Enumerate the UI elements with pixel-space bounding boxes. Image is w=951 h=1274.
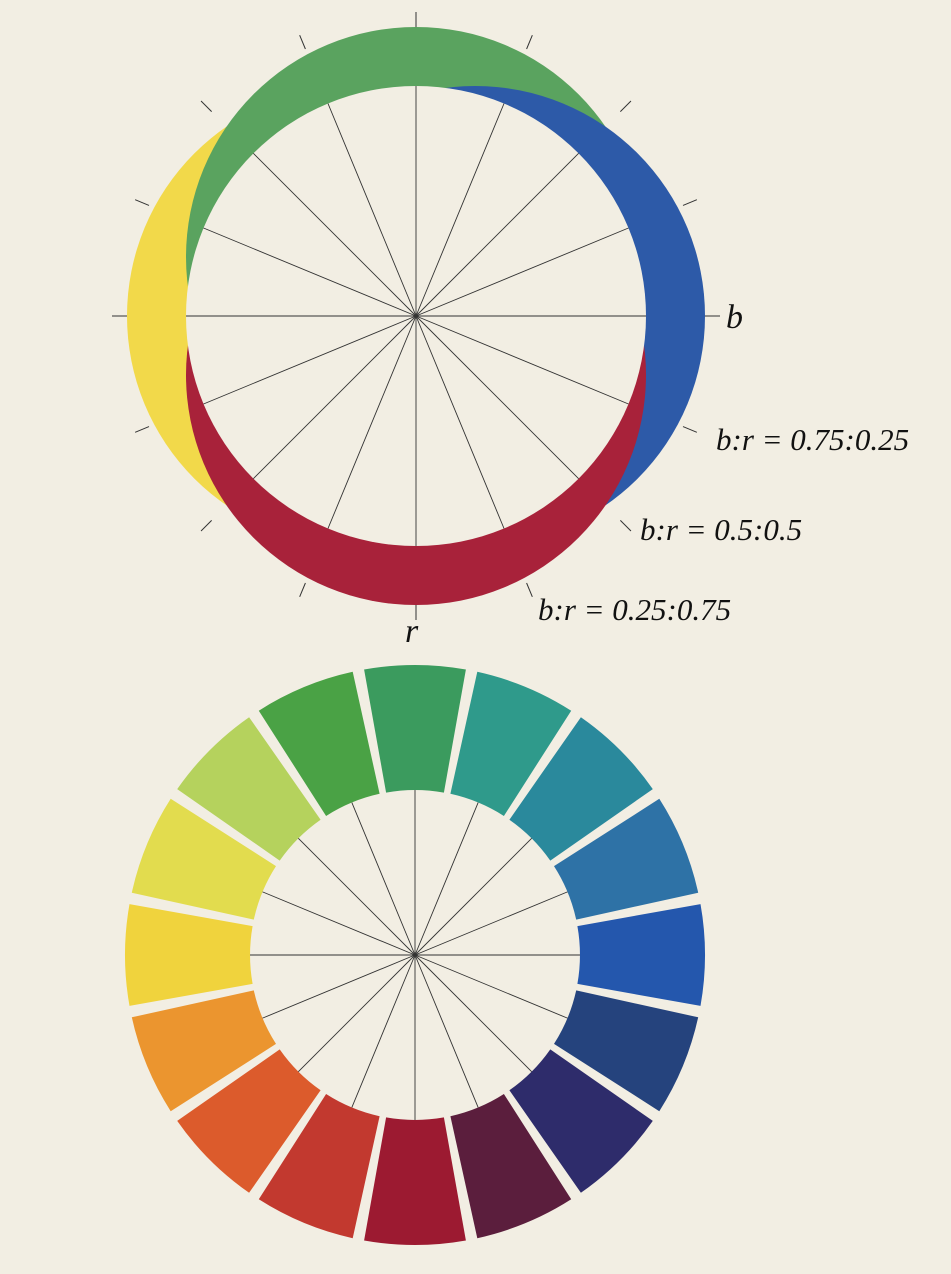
mixing-circles	[112, 12, 720, 620]
ratio-label: b:r = 0.25:0.75	[538, 592, 731, 627]
ratio-label: b:r = 0.75:0.25	[716, 422, 909, 457]
label-b: b	[726, 299, 743, 336]
color-wheel-plate: b r b:r = 0.75:0.25 b:r = 0.5:0.5 b:r = …	[0, 0, 951, 1274]
ratio-label: b:r = 0.5:0.5	[640, 512, 802, 547]
label-r: r	[405, 613, 419, 650]
page: b r b:r = 0.75:0.25 b:r = 0.5:0.5 b:r = …	[0, 0, 951, 1274]
hue-wheel	[125, 665, 705, 1245]
